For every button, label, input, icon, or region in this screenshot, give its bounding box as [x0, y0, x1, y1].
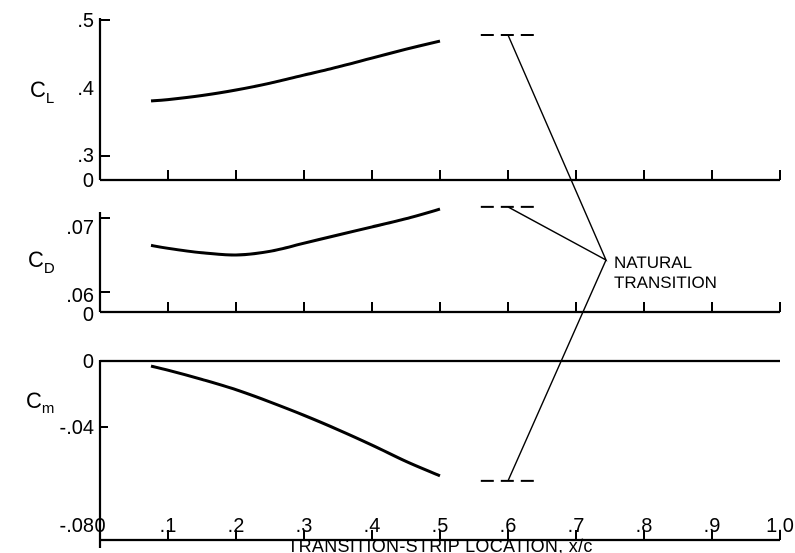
- x-tick-label-2: .2: [228, 515, 245, 537]
- lift-baseline-zero: 0: [83, 170, 94, 192]
- lift-ytick-top: .5: [77, 10, 94, 32]
- natural-transition-annotation: NATURAL TRANSITION: [507, 34, 717, 482]
- x-tick-label-5: .5: [432, 515, 449, 537]
- drag-ytick-top: .07: [66, 217, 94, 239]
- annotation-label-line2: TRANSITION: [614, 273, 717, 292]
- x-tick-label-9: .9: [704, 515, 721, 537]
- lift-ytick-bottom: .3: [77, 145, 94, 167]
- moment-ytick-bottom: -.08: [60, 515, 94, 537]
- drag-ytick-bottom: .06: [66, 285, 94, 307]
- drag-y-label-subscript: D: [44, 260, 55, 277]
- drag-y-label-symbol: C: [28, 247, 44, 272]
- lift-ytick-mid: .4: [77, 78, 94, 100]
- lift-panel: .5 .4 .3 0 CL: [30, 10, 781, 192]
- x-tick-label-8: .8: [636, 515, 653, 537]
- drag-x-ticks: [167, 302, 781, 312]
- moment-panel: 0 -.04 -.08 Cm: [26, 351, 781, 548]
- x-tick-labels: 0 .1 .2 .3 .4 .5 .6 .7 .8 .9 1.0: [94, 515, 793, 537]
- moment-ytick-zero: 0: [83, 351, 94, 373]
- lift-y-label: CL: [30, 77, 54, 107]
- lift-y-label-symbol: C: [30, 77, 46, 102]
- moment-series-line: [150, 364, 441, 478]
- moment-y-label: Cm: [26, 388, 54, 417]
- drag-y-label: CD: [28, 247, 55, 277]
- annotation-leader-lines: [507, 34, 608, 482]
- lift-series-line: [150, 39, 441, 103]
- annotation-label-line1: NATURAL: [614, 253, 692, 272]
- x-tick-label-4: .4: [364, 515, 381, 537]
- x-axis-title: TRANSITION-STRIP LOCATION, x/c: [287, 536, 592, 553]
- x-tick-label-10: 1.0: [766, 515, 794, 537]
- drag-panel: .07 .06 0 CD: [28, 205, 781, 326]
- moment-y-label-symbol: C: [26, 388, 42, 413]
- x-tick-label-7: .7: [568, 515, 585, 537]
- x-tick-label-6: .6: [500, 515, 517, 537]
- drag-baseline-zero: 0: [83, 304, 94, 326]
- moment-ytick-mid: -.04: [60, 417, 94, 439]
- lift-y-label-subscript: L: [46, 90, 54, 107]
- drag-series-line: [150, 207, 441, 257]
- x-tick-label-0: 0: [94, 515, 105, 537]
- lift-x-ticks: [167, 170, 781, 180]
- x-tick-label-3: .3: [296, 515, 313, 537]
- x-tick-label-1: .1: [160, 515, 177, 537]
- moment-y-label-subscript: m: [42, 400, 55, 417]
- moment-x-ticks: [167, 530, 781, 540]
